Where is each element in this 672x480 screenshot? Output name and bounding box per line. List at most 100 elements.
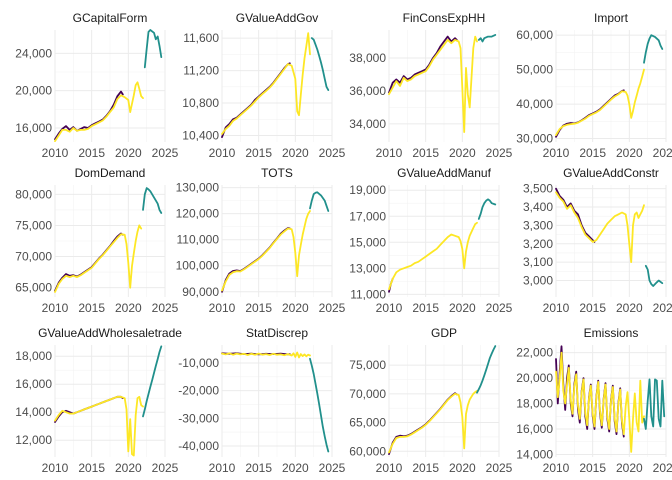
x-tick-label: 2015 — [245, 146, 272, 160]
series-line-3 — [142, 345, 163, 418]
x-tick-label: 2025 — [319, 301, 346, 315]
y-tick-label: 90,000 — [182, 285, 219, 299]
panel-title: GValueAddManuf — [397, 166, 492, 180]
y-tick-label: 30,000 — [516, 132, 553, 146]
series-line-3 — [644, 264, 664, 287]
y-tick-label: 11,000 — [350, 287, 386, 301]
x-tick-label: 2020 — [616, 146, 643, 160]
x-tick-label: 2015 — [245, 301, 272, 315]
series-line-3 — [476, 345, 497, 394]
x-tick-label: 2010 — [209, 146, 236, 160]
y-tick-label: 14,000 — [516, 447, 553, 461]
y-tick-label: 65,000 — [349, 416, 386, 430]
y-tick-label: 75,000 — [349, 358, 386, 372]
x-tick-label: 2010 — [543, 461, 570, 475]
series-line-1 — [54, 395, 124, 423]
series-line-2 — [54, 224, 143, 293]
x-tick-label: 2015 — [579, 301, 606, 315]
series-line-1 — [555, 187, 596, 243]
y-tick-label: -20,000 — [178, 384, 219, 398]
x-tick-label: 2025 — [486, 301, 513, 315]
x-tick-label: 2020 — [115, 301, 142, 315]
x-tick-label: 2025 — [653, 146, 672, 160]
x-tick-label: 2020 — [115, 461, 142, 475]
panel-title: StatDiscrep — [246, 326, 308, 340]
series-line-2 — [388, 35, 478, 133]
y-tick-label: 3,200 — [523, 237, 553, 251]
facet-panel-8: GValueAddConstr 2010 2015 2020 2025 3,000 3,10… — [523, 166, 672, 315]
panel-title: GDP — [431, 326, 457, 340]
series-line-2 — [555, 351, 645, 453]
x-tick-label: 2010 — [209, 301, 236, 315]
facet-panel-12: Emissions 2010 2015 2020 2025 14,000 16,000 18,… — [516, 326, 672, 475]
y-tick-label: 38,000 — [349, 51, 386, 65]
x-tick-label: 2010 — [376, 461, 403, 475]
panel-title: GValueAddWholesaletrade — [38, 326, 182, 340]
facet-panel-10: StatDiscrep 2010 2015 2020 2025 -10,000 -20,00… — [178, 326, 345, 475]
y-tick-label: 24,000 — [15, 46, 52, 60]
series-line-3 — [309, 191, 330, 212]
y-tick-label: 12,000 — [15, 433, 52, 447]
x-tick-label: 2020 — [449, 146, 476, 160]
x-tick-label: 2010 — [543, 301, 570, 315]
facet-panel-6: TOTS 2010 2015 2020 2025 90,000 100,000 110,000… — [176, 166, 346, 315]
facet-panel-7: GValueAddManuf 2010 2015 2020 2025 11,000 13,0… — [349, 166, 512, 315]
y-tick-label: 13,000 — [349, 261, 386, 275]
x-tick-label: 2015 — [412, 461, 439, 475]
panel-title: GCapitalForm — [73, 11, 148, 25]
y-tick-label: 16,000 — [15, 377, 52, 391]
y-tick-label: -10,000 — [178, 356, 219, 370]
series-line-3 — [143, 29, 163, 69]
y-tick-label: 34,000 — [349, 117, 386, 131]
y-tick-label: 11,200 — [183, 64, 219, 78]
x-tick-label: 2025 — [152, 461, 179, 475]
x-tick-label: 2020 — [282, 461, 309, 475]
y-tick-label: 3,100 — [523, 255, 553, 269]
y-tick-label: 18,000 — [516, 397, 553, 411]
x-tick-label: 2010 — [376, 146, 403, 160]
y-tick-label: 80,000 — [15, 187, 52, 201]
series-line-2 — [221, 32, 311, 135]
y-tick-label: 16,000 — [15, 121, 52, 135]
y-tick-label: 16,000 — [516, 422, 553, 436]
x-tick-label: 2025 — [486, 461, 513, 475]
y-tick-label: 20,000 — [15, 84, 52, 98]
facet-panel-1: GCapitalForm 2010 2015 2020 2025 16,000 20,000… — [15, 11, 178, 160]
series-line-2 — [555, 191, 645, 263]
series-line-2 — [221, 210, 311, 292]
x-tick-label: 2020 — [115, 146, 142, 160]
x-tick-label: 2015 — [78, 461, 105, 475]
panel-title: FinConsExpHH — [403, 11, 486, 25]
y-tick-label: 14,000 — [15, 405, 52, 419]
series-line-2 — [555, 68, 645, 136]
y-tick-label: 100,000 — [176, 259, 220, 273]
y-tick-label: 75,000 — [15, 218, 52, 232]
x-tick-label: 2010 — [209, 461, 236, 475]
y-tick-label: 130,000 — [176, 181, 220, 195]
x-tick-label: 2010 — [543, 146, 570, 160]
series-line-3 — [309, 357, 330, 453]
facet-panel-4: Import 2010 2015 2020 2025 30,000 40,000 50,000… — [516, 11, 672, 160]
panel-title: GValueAddGov — [236, 11, 319, 25]
x-tick-label: 2025 — [152, 301, 179, 315]
y-tick-label: 10,800 — [182, 96, 219, 110]
y-tick-label: 3,400 — [523, 200, 553, 214]
facet-panel-3: FinConsExpHH 2010 2015 2020 2025 34,000 36,000… — [349, 11, 512, 160]
series-line-2 — [388, 390, 478, 454]
y-tick-label: 60,000 — [516, 28, 553, 42]
x-tick-label: 2010 — [376, 301, 403, 315]
y-tick-label: -30,000 — [178, 411, 219, 425]
y-tick-label: 120,000 — [176, 207, 220, 221]
x-tick-label: 2020 — [282, 146, 309, 160]
x-tick-label: 2015 — [412, 301, 439, 315]
y-tick-label: 110,000 — [177, 233, 220, 247]
y-tick-label: 20,000 — [516, 371, 553, 385]
x-tick-label: 2020 — [282, 301, 309, 315]
panel-title: GValueAddConstr — [563, 166, 659, 180]
x-tick-label: 2010 — [42, 301, 69, 315]
x-tick-label: 2020 — [616, 301, 643, 315]
x-tick-label: 2020 — [449, 461, 476, 475]
y-tick-label: 65,000 — [15, 281, 52, 295]
x-tick-label: 2015 — [245, 461, 272, 475]
y-tick-label: 11,600 — [183, 31, 219, 45]
